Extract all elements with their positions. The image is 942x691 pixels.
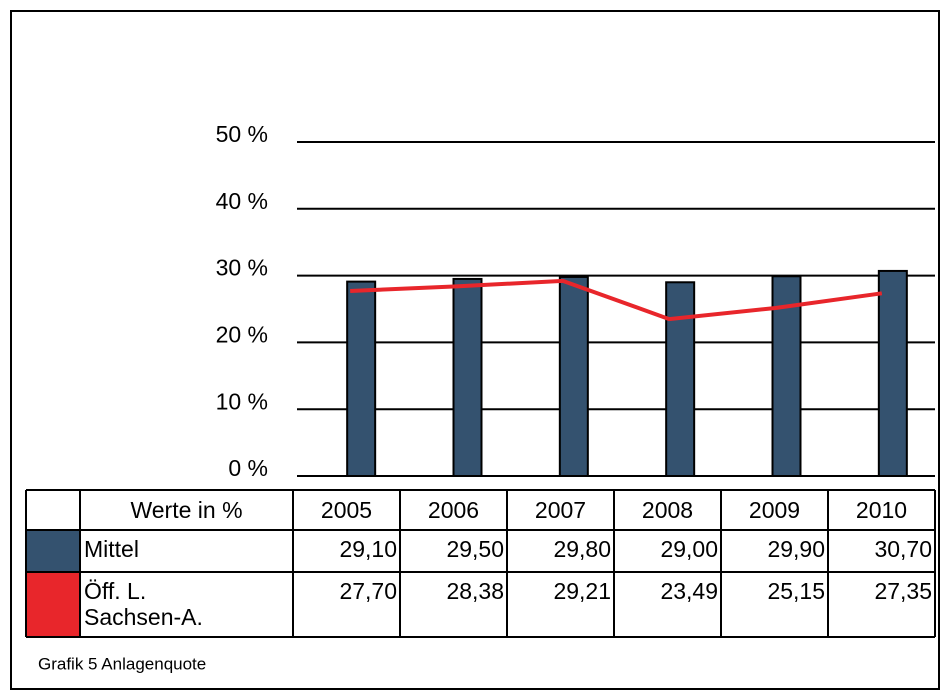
- data-label: 29,80: [553, 536, 611, 562]
- bar: [771, 275, 802, 477]
- data-label: 25,15: [767, 578, 825, 604]
- data-label: 28,38: [446, 578, 504, 604]
- x-tick-label: 2005: [321, 497, 372, 523]
- bar: [452, 277, 483, 477]
- data-label: 27,70: [339, 578, 397, 604]
- y-tick-label: 20 %: [216, 321, 268, 347]
- legend-swatch: [27, 573, 79, 636]
- y-tick-label: 30 %: [216, 255, 268, 281]
- data-label: 23,49: [660, 578, 718, 604]
- data-label: 27,35: [874, 578, 932, 604]
- data-label: 29,21: [553, 578, 611, 604]
- legend-label: Öff. L. Sachsen-A.: [84, 578, 203, 630]
- caption: Grafik 5 Anlagenquote: [38, 654, 206, 673]
- data-label: 29,50: [446, 536, 504, 562]
- x-tick-label: 2008: [642, 497, 693, 523]
- data-label: 29,90: [767, 536, 825, 562]
- data-label: 30,70: [874, 536, 932, 562]
- bar: [346, 280, 377, 477]
- data-label: 29,10: [339, 536, 397, 562]
- data-label: 29,00: [660, 536, 718, 562]
- bar: [877, 269, 908, 478]
- y-tick-label: 10 %: [216, 388, 268, 414]
- bar: [665, 281, 696, 477]
- x-tick-label: 2006: [428, 497, 479, 523]
- x-tick-label: 2007: [535, 497, 586, 523]
- legend-swatch: [27, 531, 79, 571]
- y-tick-label: 40 %: [216, 188, 268, 214]
- legend-label: Mittel: [84, 536, 139, 562]
- x-tick-label: 2010: [856, 497, 907, 523]
- table-header: Werte in %: [130, 497, 242, 523]
- x-tick-label: 2009: [749, 497, 800, 523]
- y-tick-label: 50 %: [216, 121, 268, 147]
- line: [350, 278, 883, 322]
- y-tick-label: 0 %: [228, 455, 268, 481]
- bar: [558, 275, 589, 477]
